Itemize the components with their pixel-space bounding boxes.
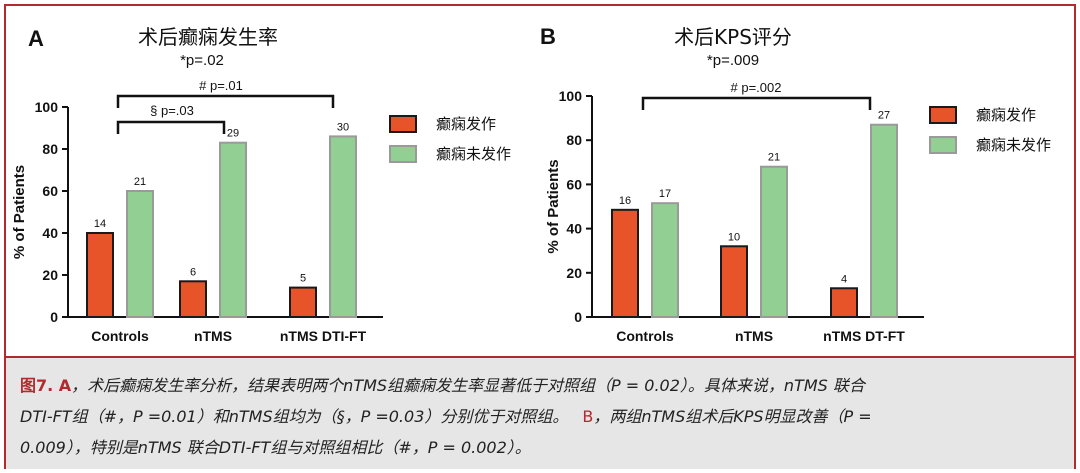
panel-b-bar-value-label: 10 [728,231,740,243]
panel-a-title: 术后癫痫发生率 [138,25,278,49]
caption-panel-b-label: B [582,407,594,426]
panel-b-y-tick-label: 100 [559,88,583,104]
caption-line-1: 图7. A，术后癫痫发生率分析，结果表明两个nTMS组癫痫发生率显著低于对照组（… [20,372,1060,396]
panel-a-bar-seizure [179,280,207,318]
panel-a-significance-bracket [116,94,335,108]
panel-a-y-tick-label: 100 [35,99,59,115]
caption-text-2a: DTI-FT组（#，P =0.01）和nTMS组均为（§，P =0.03）分别优… [20,407,569,426]
panel-b-bar-value-label: 16 [619,195,631,207]
charts-area: A 术后癫痫发生率 *p=.02 0 20 40 60 80 100% of Patients 1… [6,6,1074,354]
panel-a-bracket-label: # p=.01 [199,78,243,93]
panel-b-letter: B [540,24,556,49]
panel-a-legend-label: 癫痫发作 [436,115,496,133]
panel-a-x-tick-label: nTMS DTI-FT [280,328,367,344]
panel-a-bar-value-label: 21 [134,176,146,188]
panel-b-bar-value-label: 21 [768,152,780,164]
panel-b-bar-value-label: 4 [841,273,847,285]
panel-b-x-tick-label: nTMS DT-FT [823,328,905,344]
panel-a-bar-value-label: 30 [337,121,349,133]
caption-text-3: 0.009），特别是nTMS 联合DTI-FT组与对照组相比（#，P = 0.0… [20,438,531,457]
figure-caption: 图7. A，术后癫痫发生率分析，结果表明两个nTMS组癫痫发生率显著低于对照组（… [6,356,1074,469]
panel-b-y-tick-label: 60 [566,176,582,192]
panel-a-y-axis-label: % of Patients [11,165,28,259]
panel-b-bar-value-label: 27 [878,110,890,122]
panel-a-y-tick-label: 40 [42,225,58,241]
caption-text-1: ，术后癫痫发生率分析，结果表明两个nTMS组癫痫发生率显著低于对照组（P = 0… [71,376,865,395]
panel-b-y-tick-label: 40 [566,221,582,237]
panel-b-significance-bracket [641,96,872,110]
panel-a-bar-no-seizure [329,135,357,318]
panel-a-x-tick-label: Controls [91,328,149,344]
panel-a-bar-value-label: 29 [227,128,239,140]
panel-b-legend-swatch [929,136,957,154]
panel-a-bar-value-label: 6 [190,266,196,278]
panel-b-y-tick-label: 20 [566,265,582,281]
panel-b-x-tick-label: Controls [616,328,674,344]
caption-line-3: 0.009），特别是nTMS 联合DTI-FT组与对照组相比（#，P = 0.0… [20,434,1060,458]
panel-a-bar-seizure [289,286,317,319]
panel-b-stat-label: *p=.009 [707,52,759,69]
panel-a-bar-no-seizure [126,190,154,318]
panel-a-y-tick-label: 0 [50,309,58,325]
panel-a-y-tick-label: 80 [42,141,58,157]
panel-a-significance-bracket [116,120,226,134]
caption-figure-label: 图7. A [20,376,72,395]
panel-b-y-tick-label: 0 [574,309,582,325]
panel-a-y-tick-label: 60 [42,183,58,199]
panel-b-legend-label: 癫痫发作 [976,106,1036,124]
panel-a-legend-swatch [389,115,417,133]
panel-b-y-axis-label: % of Patients [545,159,562,253]
panel-a-letter: A [28,26,44,51]
panel-a-bracket-label: § p=.03 [150,103,194,118]
panel-b-bar-no-seizure [870,123,898,319]
caption-line-2: DTI-FT组（#，P =0.01）和nTMS组均为（§，P =0.03）分别优… [20,403,1060,427]
panel-b-bar-seizure [720,245,748,318]
panel-a-bar-no-seizure [219,141,247,318]
panel-b-bar-value-label: 17 [659,188,671,200]
panel-a-x-tick-label: nTMS [194,328,232,344]
panel-a-bar-seizure [86,232,114,318]
panel-b-bar-no-seizure [760,165,788,318]
panel-b-bracket-label: # p=.002 [731,80,782,95]
panel-a-y-tick-label: 20 [42,267,58,283]
panel-a-legend-swatch [389,145,417,163]
panel-a-legend-label: 癫痫未发作 [436,145,511,163]
panel-b-bar-seizure [830,287,858,318]
panel-a-stat-label: *p=.02 [180,52,224,69]
figure-frame: A 术后癫痫发生率 *p=.02 0 20 40 60 80 100% of Patients 1… [4,4,1076,469]
panel-b-legend-label: 癫痫未发作 [976,136,1051,154]
caption-text-2b: ，两组nTMS组术后KPS明显改善（P = [593,407,872,426]
panel-b-title: 术后KPS评分 [674,25,792,49]
panel-a-bar-value-label: 5 [300,273,306,285]
panel-a-bar-value-label: 14 [94,218,106,230]
panel-b-x-tick-label: nTMS [735,328,773,344]
panel-b-bar-no-seizure [651,202,679,318]
panel-b-legend-swatch [929,106,957,124]
panel-b-bar-seizure [611,208,639,318]
panel-b-y-tick-label: 80 [566,132,582,148]
